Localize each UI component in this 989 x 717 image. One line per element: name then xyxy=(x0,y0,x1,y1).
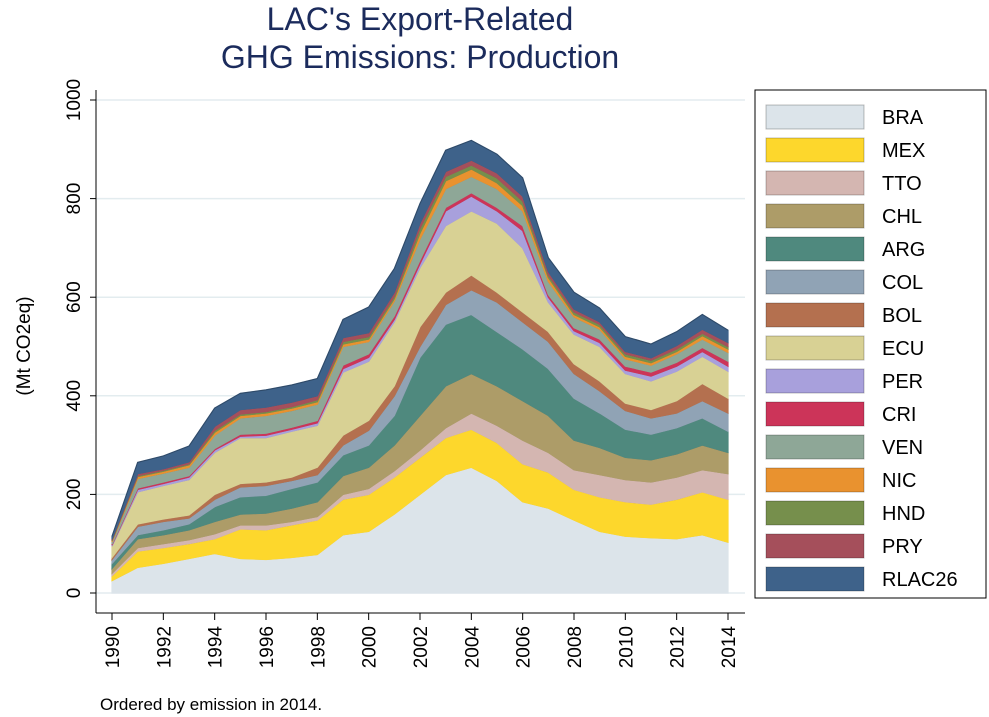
legend-swatch xyxy=(765,368,865,394)
legend-label: CHL xyxy=(882,206,922,228)
legend-label: VEN xyxy=(882,437,923,459)
y-tick-label: 1000 xyxy=(64,79,85,121)
legend-swatch xyxy=(765,566,865,592)
legend-swatch xyxy=(765,434,865,460)
legend-label: COL xyxy=(882,272,923,294)
chart-title-line: LAC's Export-Related xyxy=(267,1,574,37)
y-tick-label: 0 xyxy=(64,588,85,599)
legend-label: BRA xyxy=(882,107,924,129)
legend-swatch xyxy=(765,203,865,229)
x-tick-label: 1994 xyxy=(206,626,227,669)
legend-label: ARG xyxy=(882,239,925,261)
legend-swatch xyxy=(765,335,865,361)
legend-swatch xyxy=(765,170,865,196)
y-axis-label: (Mt CO2eq) xyxy=(14,296,35,395)
legend-swatch xyxy=(765,137,865,163)
legend-swatch xyxy=(765,302,865,328)
x-tick-label: 1992 xyxy=(154,626,175,668)
area xyxy=(111,139,729,540)
y-tick-label: 400 xyxy=(64,380,85,412)
y-tick-label: 800 xyxy=(64,183,85,215)
x-tick-label: 1998 xyxy=(308,626,329,668)
legend-label: PER xyxy=(882,371,923,393)
legend-swatch xyxy=(765,236,865,262)
legend-label: MEX xyxy=(882,140,925,162)
footnote: Ordered by emission in 2014. xyxy=(100,695,322,714)
y-tick-label: 600 xyxy=(64,281,85,313)
area-edge xyxy=(111,139,729,537)
legend-label: HND xyxy=(882,503,925,525)
legend-swatch xyxy=(765,269,865,295)
x-tick-label: 1996 xyxy=(257,626,278,668)
x-tick-label: 2010 xyxy=(616,626,637,668)
legend-swatch xyxy=(765,533,865,559)
legend-label: PRY xyxy=(882,536,923,558)
legend-label: NIC xyxy=(882,470,916,492)
legend-label: TTO xyxy=(882,173,922,195)
x-tick-label: 2008 xyxy=(565,626,586,668)
legend-label: CRI xyxy=(882,404,916,426)
legend-swatch xyxy=(765,104,865,130)
x-tick-label: 2000 xyxy=(360,626,381,668)
chart-title-line: GHG Emissions: Production xyxy=(221,39,619,75)
x-tick-label: 2004 xyxy=(462,626,483,669)
legend-swatch xyxy=(765,467,865,493)
x-tick-label: 1990 xyxy=(103,626,124,668)
x-tick-label: 2014 xyxy=(719,626,740,669)
legend-label: BOL xyxy=(882,305,922,327)
legend-label: ECU xyxy=(882,338,924,360)
y-tick-label: 200 xyxy=(64,479,85,511)
x-tick-label: 2006 xyxy=(514,626,535,668)
legend-swatch xyxy=(765,401,865,427)
legend-swatch xyxy=(765,500,865,526)
legend-label: RLAC26 xyxy=(882,569,958,591)
x-tick-label: 2012 xyxy=(668,626,689,668)
x-tick-label: 2002 xyxy=(411,626,432,668)
